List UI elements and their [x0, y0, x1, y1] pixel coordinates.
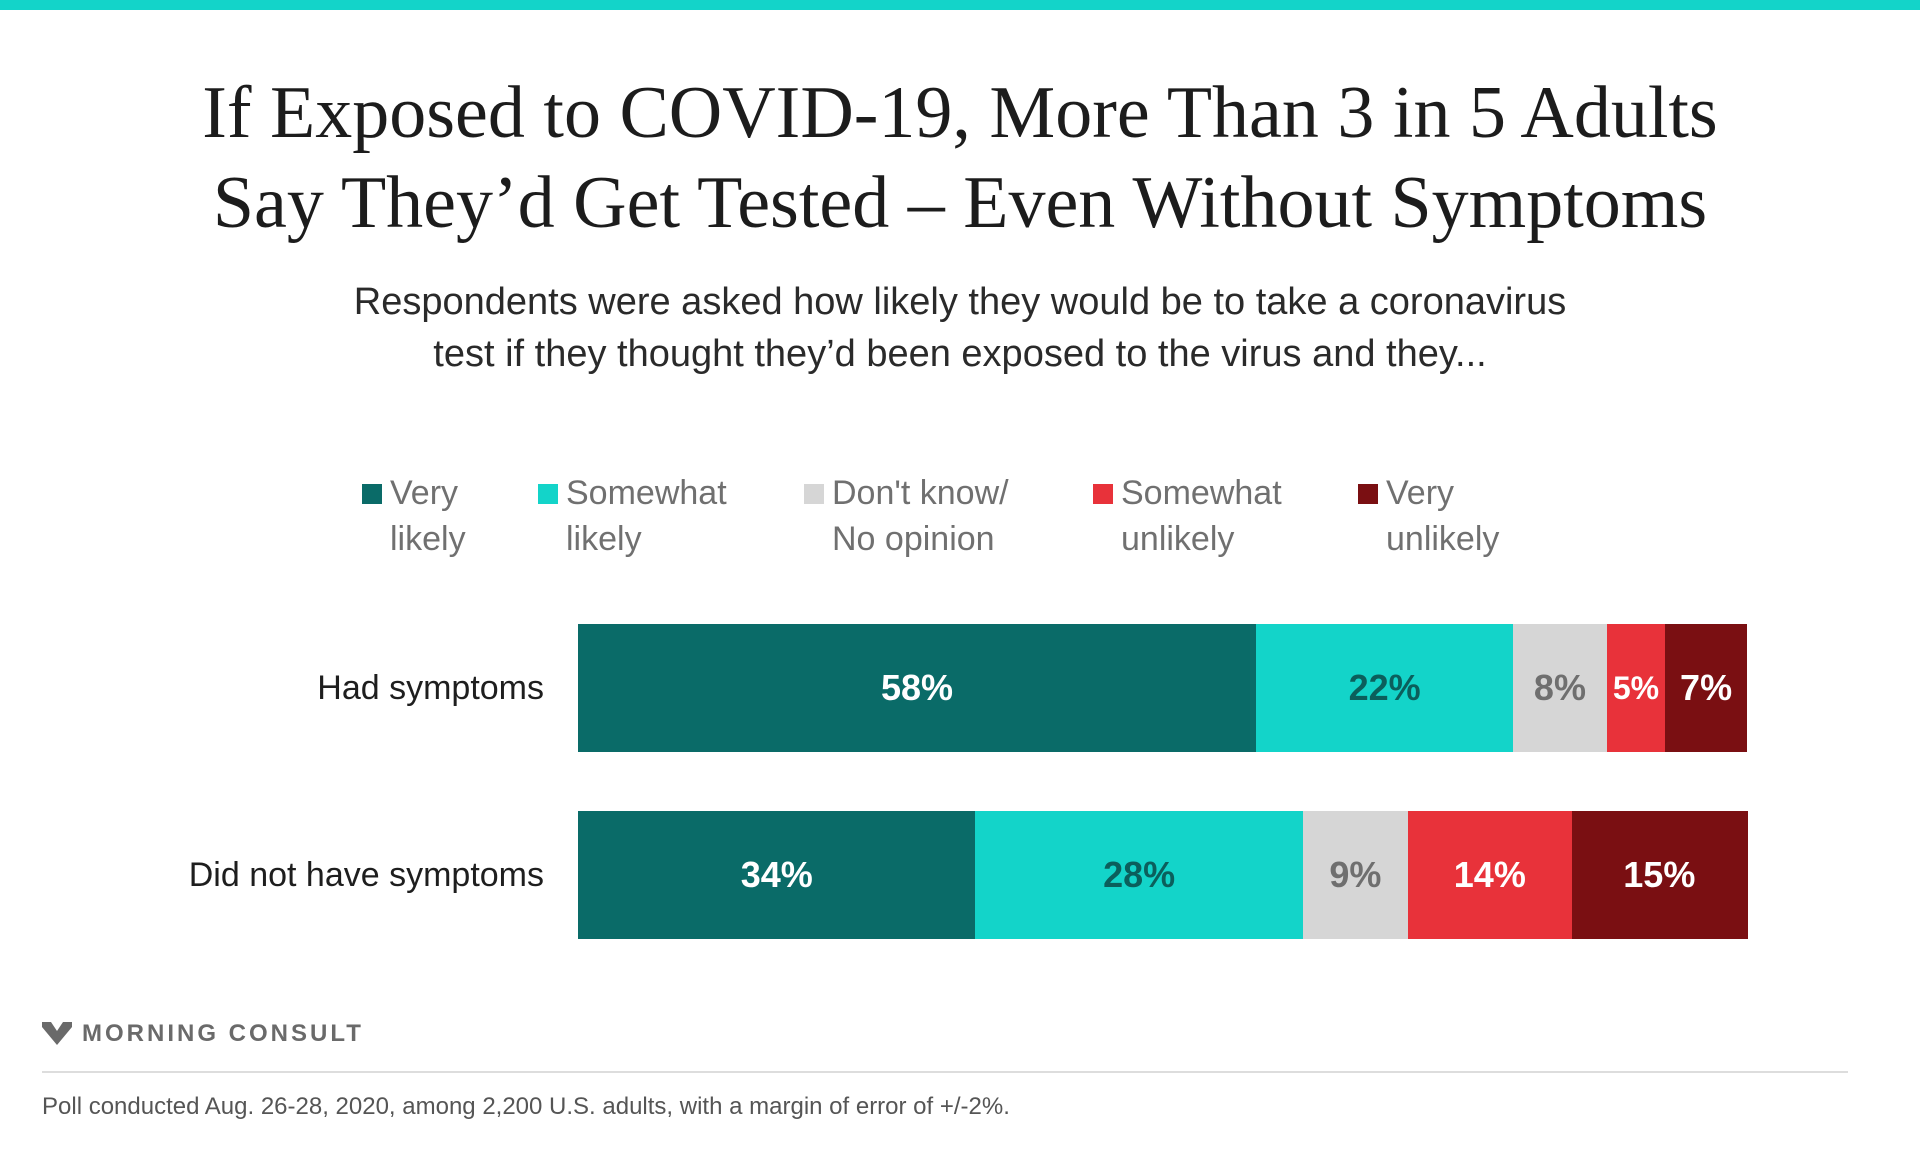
data-label: 9% — [1329, 854, 1382, 895]
legend-label-line-2: unlikely — [1386, 520, 1500, 558]
bar-segment — [1302, 811, 1409, 939]
bar-segment — [1665, 624, 1748, 752]
chart-title-line-1: If Exposed to COVID-19, More Than 3 in 5… — [202, 72, 1718, 154]
chart-title-line-2: Say They’d Get Tested – Even Without Sym… — [212, 162, 1708, 244]
bar-segment — [578, 811, 976, 939]
legend-label-line-2: unlikely — [1121, 520, 1235, 558]
legend-swatch — [804, 484, 824, 504]
bar-segment — [1407, 811, 1572, 939]
chart-title: If Exposed to COVID-19, More Than 3 in 5… — [60, 68, 1860, 248]
bar-segment — [578, 624, 1257, 752]
chart-legend: Very likely Somewhat likely Don't know/ … — [0, 470, 1920, 570]
data-label: 8% — [1533, 667, 1586, 708]
data-label: 15% — [1623, 854, 1696, 895]
bar-segment — [1571, 811, 1748, 939]
bar-segment — [1513, 624, 1608, 752]
source-note: Poll conducted Aug. 26-28, 2020, among 2… — [42, 1093, 1010, 1120]
chart-subtitle: Respondents were asked how likely they w… — [160, 276, 1760, 380]
legend-swatch — [538, 484, 558, 504]
legend-label-line-1: Somewhat — [1121, 474, 1282, 512]
brand-name: MORNING CONSULT — [82, 1020, 364, 1047]
data-label: 28% — [1103, 854, 1176, 895]
data-label: 34% — [740, 854, 813, 895]
chart-subtitle-line-1: Respondents were asked how likely they w… — [353, 281, 1567, 323]
legend-label-line-2: likely — [390, 520, 466, 558]
bar-segment — [975, 811, 1304, 939]
legend-swatch — [1358, 484, 1378, 504]
data-label: 7% — [1680, 667, 1733, 708]
legend-label-line-1: Very — [390, 474, 459, 512]
data-label: 22% — [1348, 667, 1421, 708]
top-accent-bar — [0, 0, 1920, 10]
legend-label-line-1: Very — [1386, 474, 1455, 512]
legend-label-line-2: No opinion — [832, 520, 995, 558]
chart-subtitle-line-2: test if they thought they’d been exposed… — [433, 333, 1487, 375]
legend-swatch — [362, 484, 382, 504]
data-label: 58% — [880, 667, 954, 708]
legend-label-line-2: likely — [566, 520, 642, 558]
category-label: Had symptoms — [317, 669, 544, 707]
bar-segment — [1606, 624, 1666, 752]
morning-consult-logo-icon — [42, 1022, 72, 1045]
footer-divider — [42, 1071, 1848, 1073]
legend-label-line-1: Somewhat — [566, 474, 727, 512]
legend-swatch — [1093, 484, 1113, 504]
category-label: Did not have symptoms — [188, 856, 544, 894]
legend-label-line-1: Don't know/ — [832, 474, 1009, 512]
bar-segment — [1256, 624, 1515, 752]
data-label: 14% — [1453, 854, 1526, 895]
data-label: 5% — [1612, 670, 1660, 706]
